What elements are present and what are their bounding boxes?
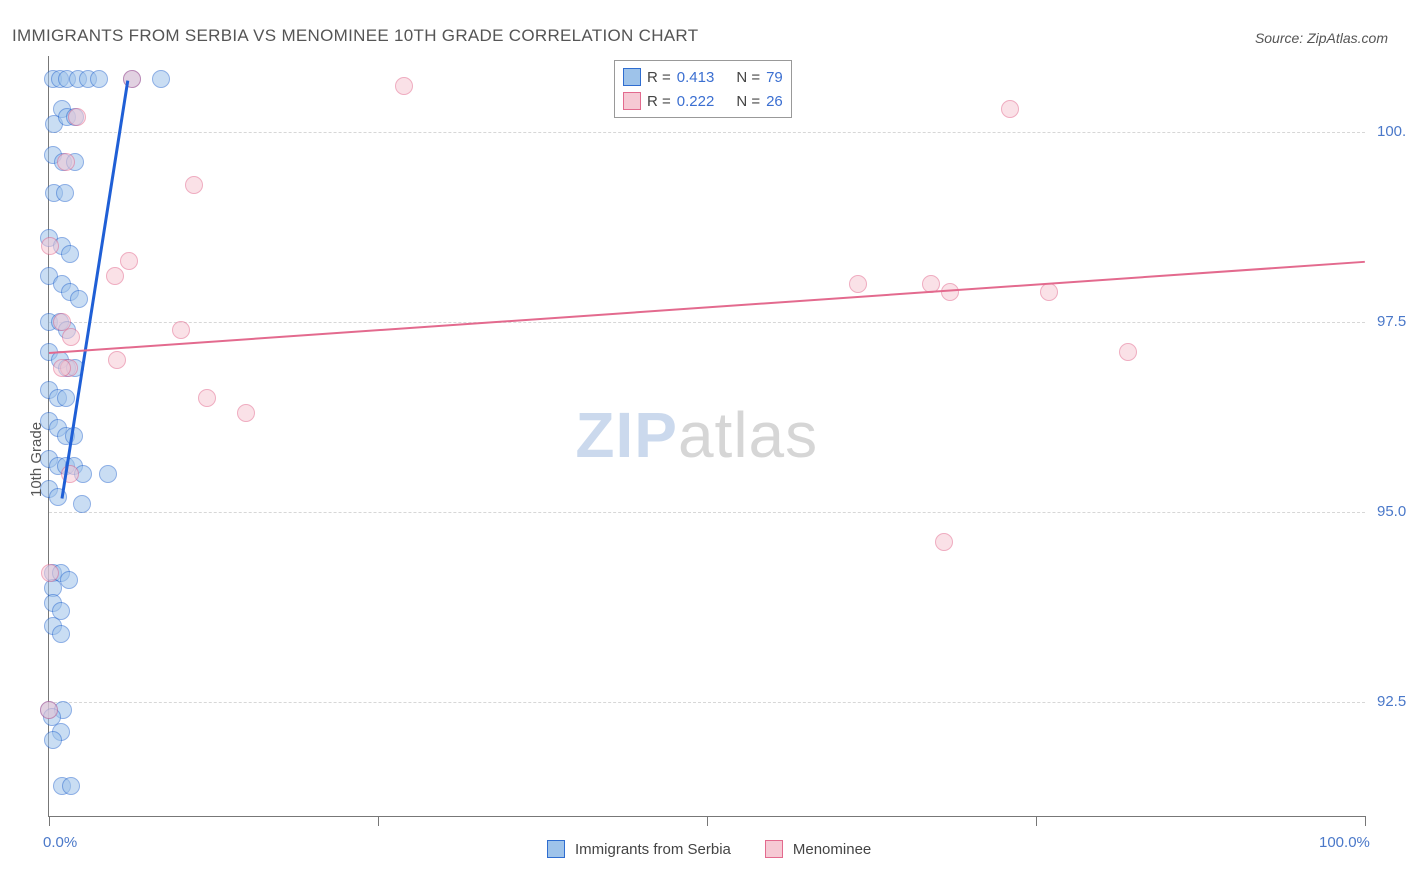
- data-point: [73, 495, 91, 513]
- data-point: [172, 321, 190, 339]
- legend-swatch: [623, 68, 641, 86]
- data-point: [90, 70, 108, 88]
- y-axis-label: 10th Grade: [28, 422, 45, 497]
- y-tick-label: 92.5%: [1377, 693, 1406, 710]
- stats-legend-row: R = 0.413 N = 79: [623, 65, 783, 89]
- data-point: [62, 328, 80, 346]
- legend-swatch: [765, 840, 783, 858]
- data-point: [1119, 343, 1137, 361]
- series-legend: Immigrants from Serbia Menominee: [547, 840, 895, 858]
- stats-legend: R = 0.413 N = 79 R = 0.222 N = 26: [614, 60, 792, 118]
- n-value: 26: [766, 93, 783, 110]
- data-point: [185, 176, 203, 194]
- data-point: [53, 359, 71, 377]
- x-tick: [49, 816, 50, 826]
- r-label: R =: [647, 69, 671, 86]
- legend-label: Immigrants from Serbia: [575, 841, 731, 858]
- data-point: [68, 108, 86, 126]
- data-point: [44, 731, 62, 749]
- y-tick-label: 100.0%: [1377, 123, 1406, 140]
- data-point: [60, 571, 78, 589]
- data-point: [1040, 283, 1058, 301]
- legend-swatch: [623, 92, 641, 110]
- data-point: [108, 351, 126, 369]
- x-tick: [378, 816, 379, 826]
- r-value: 0.413: [677, 69, 715, 86]
- y-tick-label: 97.5%: [1377, 313, 1406, 330]
- gridline: [49, 702, 1365, 703]
- data-point: [52, 625, 70, 643]
- x-tick: [1365, 816, 1366, 826]
- data-point: [99, 465, 117, 483]
- x-tick: [1036, 816, 1037, 826]
- data-point: [198, 389, 216, 407]
- x-tick: [707, 816, 708, 826]
- source-attribution: Source: ZipAtlas.com: [1255, 30, 1388, 46]
- watermark-atlas: atlas: [678, 399, 818, 471]
- n-label: N =: [736, 93, 760, 110]
- r-value: 0.222: [677, 93, 715, 110]
- watermark-zip: ZIP: [575, 399, 678, 471]
- data-point: [395, 77, 413, 95]
- data-point: [237, 404, 255, 422]
- legend-label: Menominee: [793, 841, 871, 858]
- data-point: [849, 275, 867, 293]
- y-tick-label: 95.0%: [1377, 503, 1406, 520]
- plot-area: ZIPatlas R =0.413N =79R =0.222N =26 Immi…: [48, 56, 1365, 817]
- chart-frame: { "chart": { "type": "scatter", "title":…: [0, 0, 1406, 892]
- data-point: [120, 252, 138, 270]
- data-point: [106, 267, 124, 285]
- data-point: [61, 245, 79, 263]
- gridline: [49, 322, 1365, 323]
- gridline: [49, 512, 1365, 513]
- legend-swatch: [547, 840, 565, 858]
- data-point: [40, 701, 58, 719]
- data-point: [935, 533, 953, 551]
- chart-title: IMMIGRANTS FROM SERBIA VS MENOMINEE 10TH…: [12, 26, 698, 46]
- data-point: [57, 389, 75, 407]
- watermark: ZIPatlas: [575, 398, 818, 472]
- data-point: [152, 70, 170, 88]
- x-tick-label: 100.0%: [1319, 834, 1370, 851]
- gridline: [49, 132, 1365, 133]
- trend-line: [49, 261, 1365, 354]
- data-point: [62, 777, 80, 795]
- n-label: N =: [736, 69, 760, 86]
- stats-legend-row: R = 0.222 N = 26: [623, 89, 783, 113]
- n-value: 79: [766, 69, 783, 86]
- x-tick-label: 0.0%: [43, 834, 77, 851]
- data-point: [70, 290, 88, 308]
- data-point: [56, 184, 74, 202]
- data-point: [1001, 100, 1019, 118]
- r-label: R =: [647, 93, 671, 110]
